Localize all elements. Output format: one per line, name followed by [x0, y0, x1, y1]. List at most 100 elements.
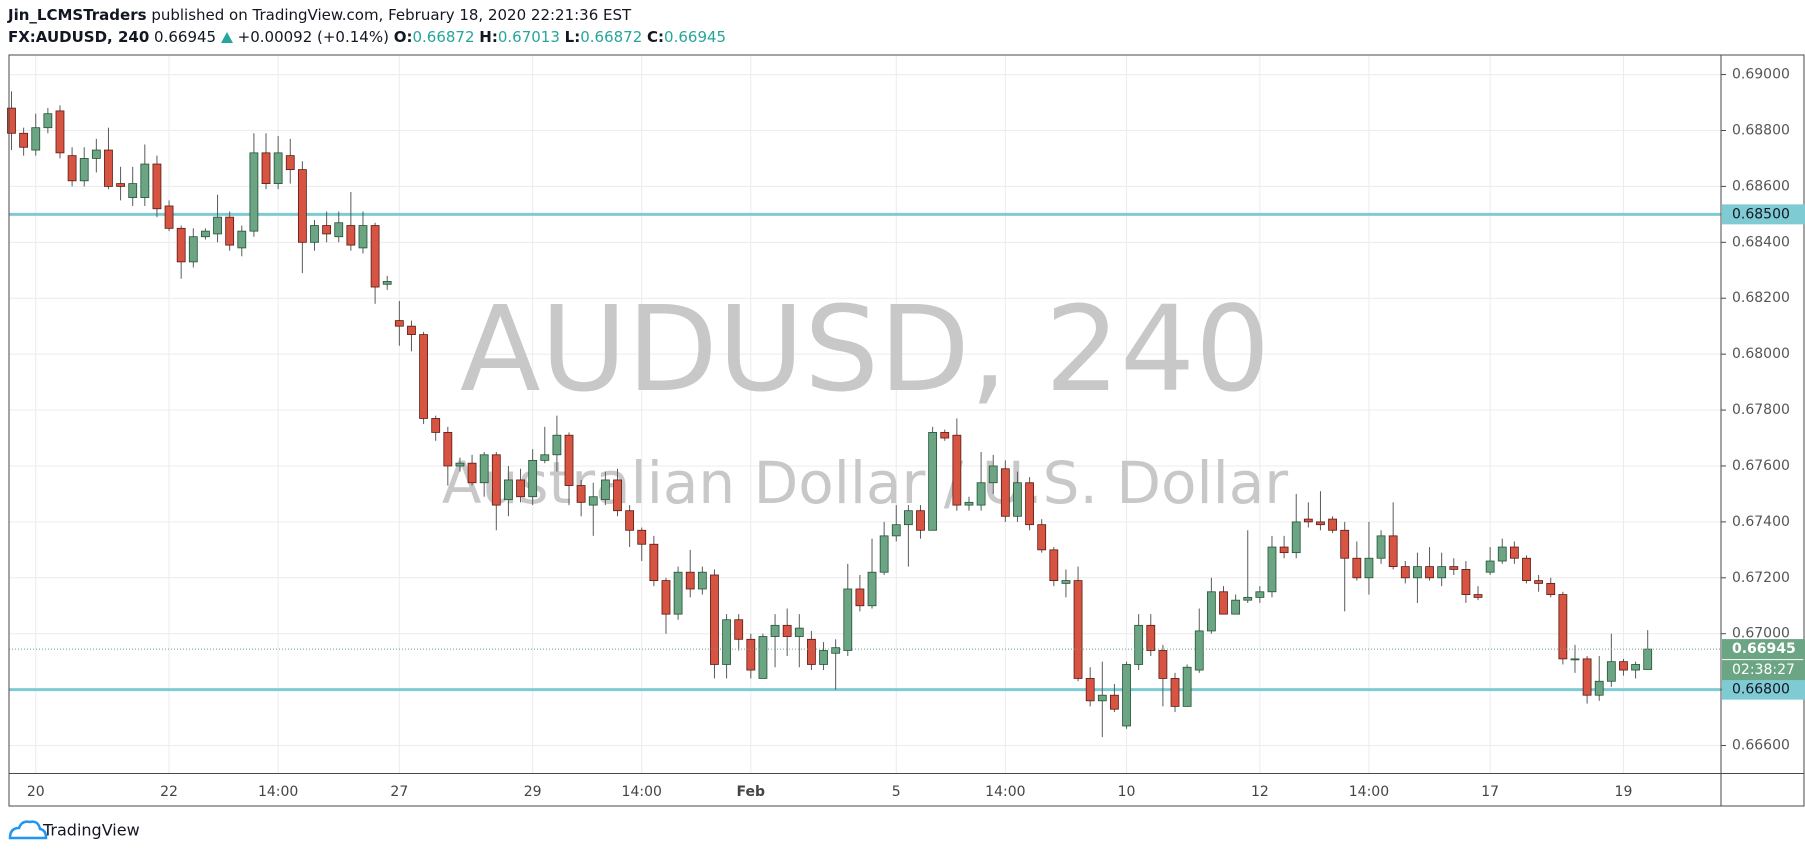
candle-body: [1388, 535, 1398, 568]
candle-body: [1194, 630, 1204, 671]
candle-body: [1073, 580, 1083, 679]
candle-body: [407, 325, 416, 335]
candle-body: [249, 152, 259, 232]
level-label: 0.66800: [1732, 682, 1790, 698]
candle-body: [637, 529, 647, 545]
candle-body: [794, 627, 804, 637]
candle-body: [916, 510, 925, 531]
candle-body: [164, 205, 174, 229]
candle-body: [891, 524, 901, 537]
candle-body: [831, 647, 841, 654]
logo-icon: [8, 820, 48, 840]
candle-body: [237, 230, 247, 249]
candle-body: [819, 650, 828, 665]
candle-body: [1643, 648, 1653, 670]
candle-body: [261, 152, 271, 185]
candle-body: [685, 571, 695, 590]
high-value: 0.67013: [497, 28, 560, 46]
axis-layer: 0.69000 0.68800 0.68600 0.68400 0.68200 0.680…: [8, 54, 1805, 807]
logo: TradingView: [8, 820, 140, 840]
candle-body: [1219, 591, 1228, 615]
header: Jin_LCMSTraders published on TradingView…: [8, 4, 726, 48]
candle-body: [1110, 694, 1119, 710]
y-tick-label: 0.68200: [1732, 290, 1790, 306]
y-tick-label: 0.68400: [1732, 234, 1790, 250]
open-value: 0.66872: [412, 28, 475, 46]
candle-body: [79, 158, 89, 182]
candle-body: [322, 225, 332, 235]
x-tick-label: 17: [1481, 784, 1499, 800]
publish-line: Jin_LCMSTraders published on TradingView…: [8, 4, 726, 26]
candle-body: [1497, 546, 1507, 562]
candle-body: [1461, 569, 1471, 595]
candle-body: [1134, 624, 1144, 665]
candle-body: [431, 418, 441, 433]
y-tick-label: 0.67800: [1732, 402, 1790, 418]
candle-body: [1255, 591, 1265, 598]
countdown-label: 02:38:27: [1732, 662, 1795, 678]
candle-body: [104, 149, 113, 187]
candle-body: [91, 149, 101, 159]
candle-body: [661, 580, 671, 615]
level-label-box: [1722, 204, 1805, 225]
candle-body: [588, 496, 598, 506]
publish-info: published on TradingView.com, February 1…: [151, 6, 632, 24]
candle-body: [1449, 566, 1459, 570]
candle-body: [1558, 594, 1568, 660]
y-tick-label: 0.68800: [1732, 122, 1790, 138]
data-layer: [7, 91, 1721, 738]
y-tick-label: 0.66600: [1732, 738, 1790, 754]
last-price: 0.66945: [154, 28, 217, 46]
candle-body: [649, 543, 659, 581]
brand: TradingView: [42, 821, 140, 840]
x-tick-label: Feb: [737, 784, 766, 800]
candle-body: [940, 432, 950, 439]
candle-body: [782, 624, 792, 637]
candle-body: [1485, 560, 1495, 573]
candle-body: [1376, 535, 1386, 559]
x-tick-label: 29: [524, 784, 542, 800]
candle-body: [67, 155, 77, 182]
candle-body: [1303, 518, 1313, 523]
candle-body: [746, 638, 756, 671]
candle-body: [443, 432, 453, 467]
candle-body: [1000, 468, 1010, 517]
open-label: O:: [393, 28, 413, 46]
y-tick-label: 0.67200: [1732, 570, 1790, 586]
candle-body: [1425, 566, 1434, 579]
candle-body: [528, 459, 538, 498]
close-value: 0.66945: [664, 28, 727, 46]
candle-body: [1364, 557, 1374, 579]
level-label-box: [1722, 679, 1805, 700]
candle-body: [419, 334, 428, 419]
x-tick-label: 22: [160, 784, 178, 800]
up-arrow: [220, 32, 233, 43]
candle-body: [176, 227, 186, 263]
candle-body: [1619, 661, 1628, 671]
candle-body: [1570, 658, 1580, 661]
candle-body: [213, 216, 222, 235]
candle-body: [988, 465, 998, 484]
candle-body: [491, 454, 501, 506]
symbol: FX:AUDUSD, 240: [8, 28, 150, 46]
candle-body: [1606, 661, 1616, 682]
watermark-sub: Australian Dollar / U.S. Dollar: [442, 449, 1288, 517]
candle-body: [600, 479, 610, 500]
author: Jin_LCMSTraders: [8, 6, 147, 24]
y-tick-label: 0.67400: [1732, 514, 1790, 530]
candle-body: [1509, 546, 1519, 559]
candle-body: [43, 113, 53, 129]
change: +0.00092 (+0.14%): [237, 28, 389, 46]
candle-body: [1025, 482, 1034, 526]
candle-body: [1013, 482, 1022, 517]
level-label: 0.68500: [1732, 206, 1790, 222]
candle-body: [273, 152, 283, 185]
candle-body: [479, 454, 489, 484]
candle-body: [128, 183, 138, 198]
candle-body: [1049, 549, 1059, 581]
candle-body: [867, 571, 877, 607]
y-tick-label: 0.69000: [1732, 67, 1790, 83]
candle-body: [564, 434, 574, 486]
x-tick-label: 14:00: [1349, 784, 1389, 800]
